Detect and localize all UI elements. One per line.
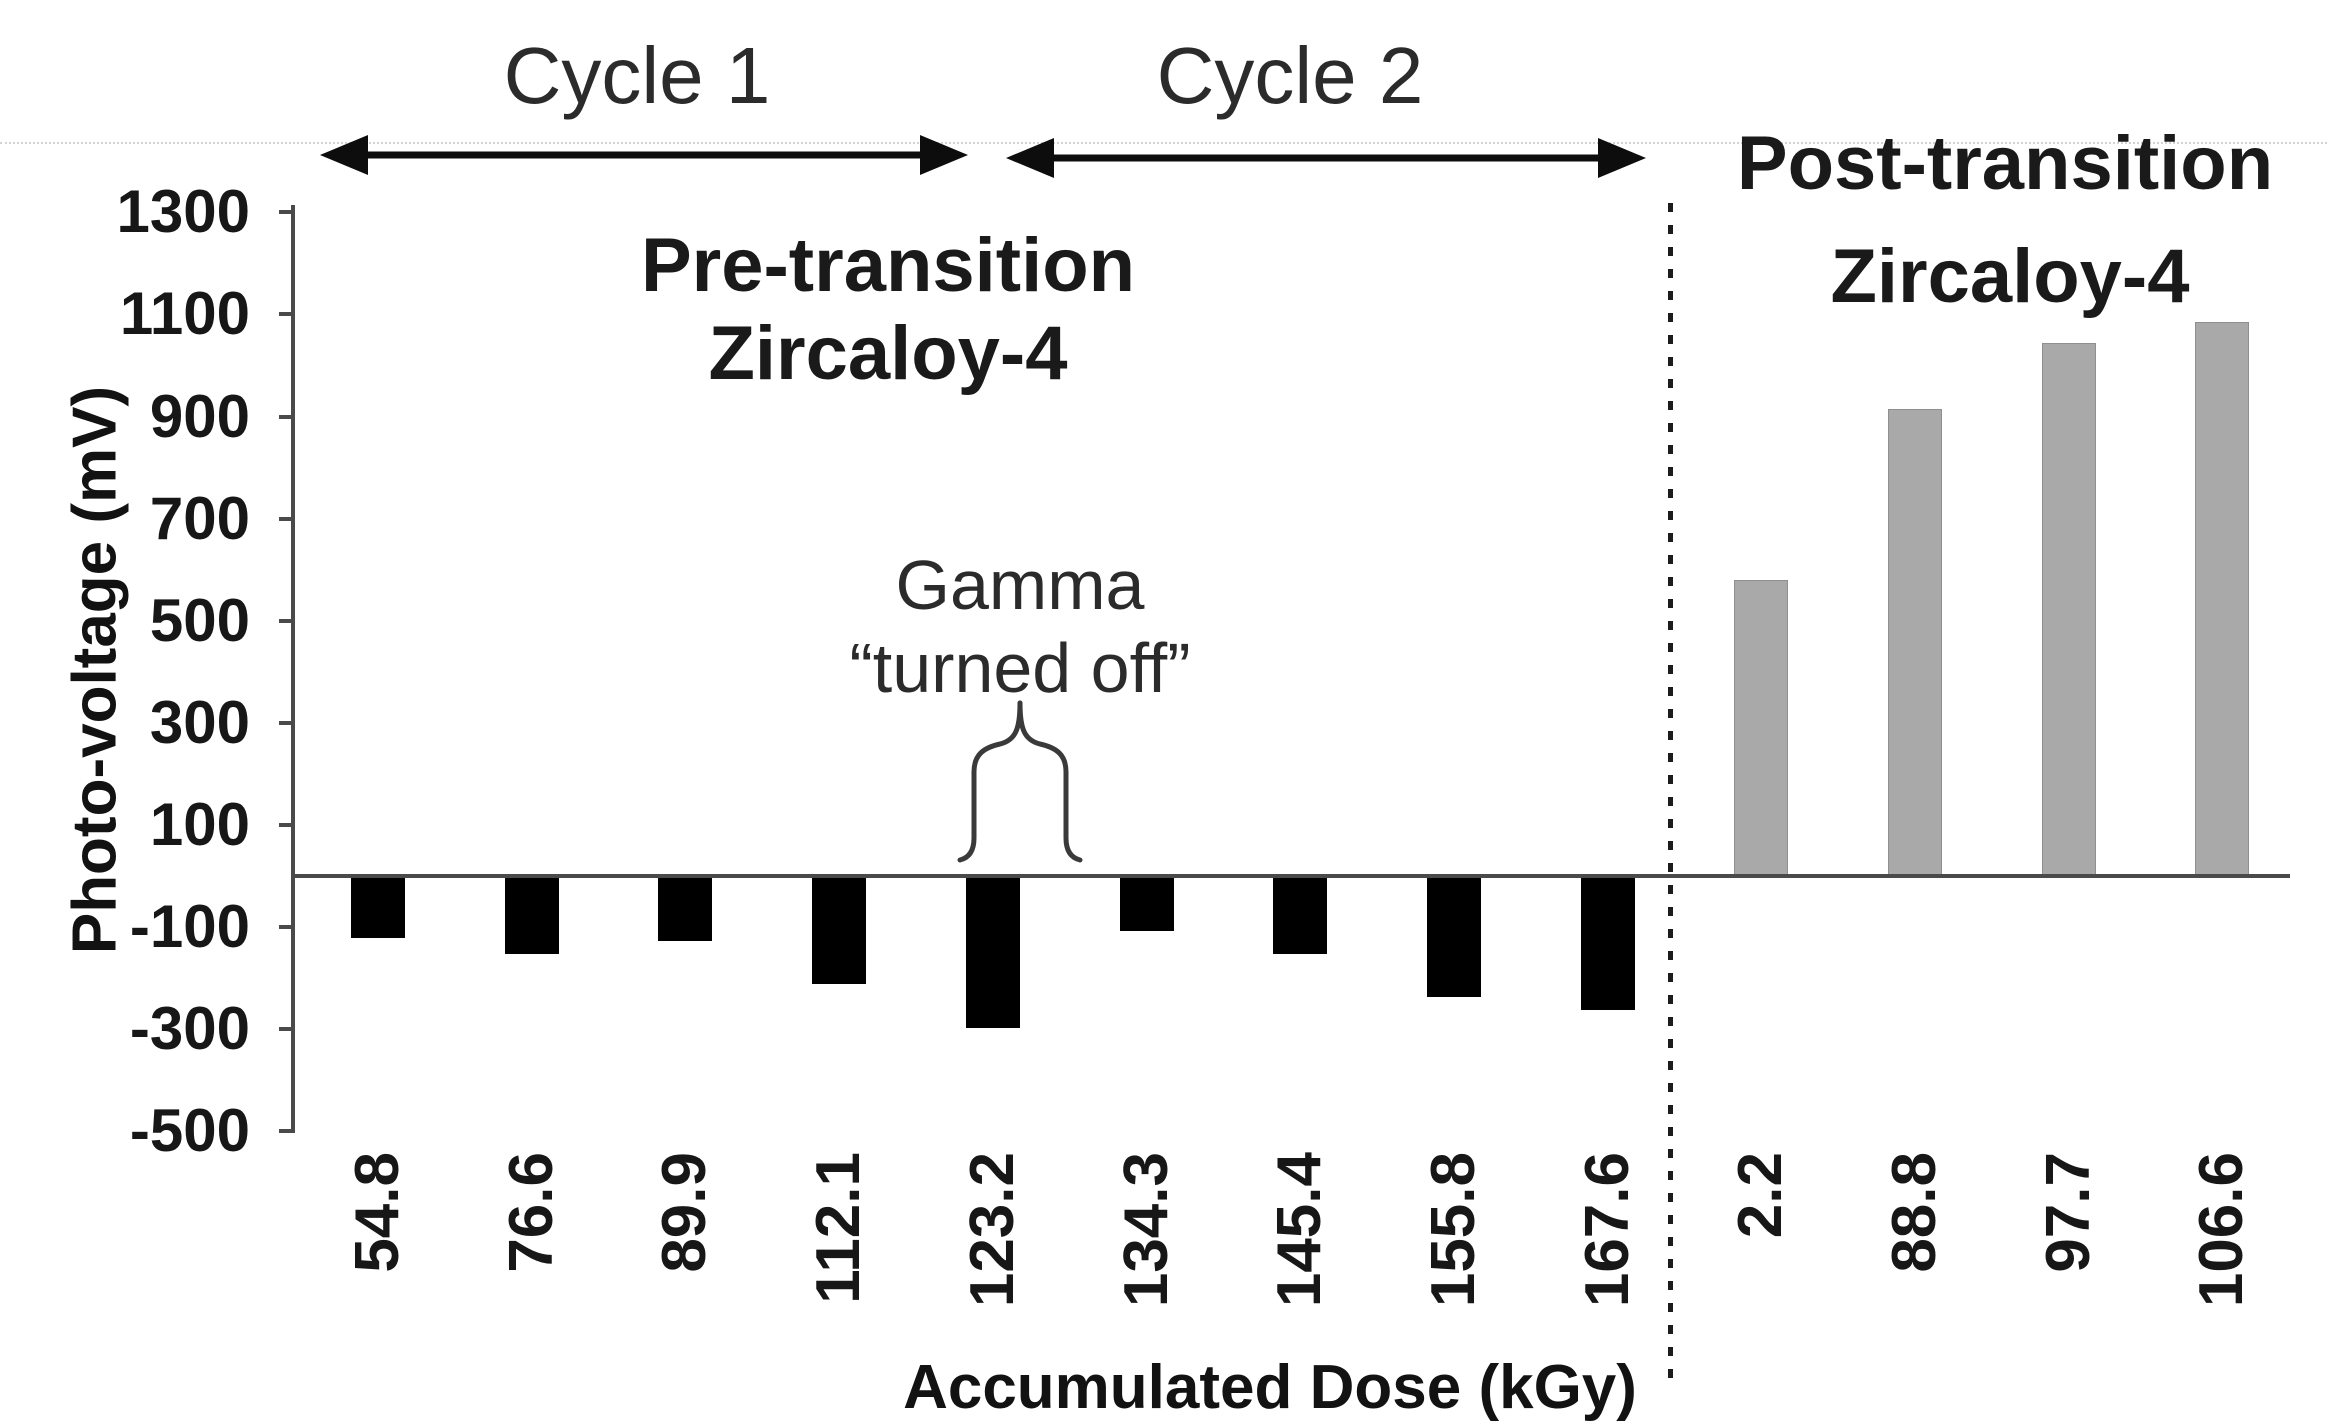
pre-transition-bar bbox=[1580, 877, 1635, 1010]
pre-post-dashed-separator bbox=[1668, 203, 1673, 1388]
y-tick-mark bbox=[279, 720, 294, 725]
y-tick-label: -100 bbox=[129, 893, 250, 961]
y-tick-mark bbox=[279, 312, 294, 317]
pre-transition-bar bbox=[351, 877, 405, 939]
y-tick-label: -500 bbox=[129, 1097, 250, 1165]
x-tick-label: 89.9 bbox=[650, 1152, 720, 1273]
y-tick-label: 1100 bbox=[119, 280, 250, 348]
y-tick-mark bbox=[279, 414, 294, 419]
x-tick-label: 2.2 bbox=[1726, 1152, 1796, 1239]
pre-transition-bar bbox=[504, 877, 559, 954]
y-tick-label: 900 bbox=[149, 382, 250, 450]
y-tick-label: -300 bbox=[129, 995, 250, 1063]
pre-transition-bar bbox=[1119, 877, 1174, 931]
cycle1-range-arrow-icon bbox=[320, 135, 968, 175]
gamma-annotation-line1: Gamma bbox=[895, 546, 1145, 624]
y-axis-line bbox=[291, 205, 295, 1133]
y-tick-label: 700 bbox=[149, 484, 250, 552]
x-tick-label: 145.4 bbox=[1265, 1152, 1335, 1308]
y-axis-title: Photo-voltage (mV) bbox=[60, 385, 130, 955]
cycle1-label: Cycle 1 bbox=[503, 31, 771, 120]
x-tick-label: 88.8 bbox=[1880, 1152, 1949, 1273]
pre-transition-bar bbox=[965, 877, 1020, 1028]
gamma-annotation-line2: “turned off” bbox=[849, 629, 1191, 707]
x-tick-label: 106.6 bbox=[2187, 1152, 2257, 1308]
y-tick-label: 1300 bbox=[116, 178, 250, 246]
post-transition-bar bbox=[1888, 408, 1942, 876]
y-tick-mark bbox=[279, 1129, 294, 1134]
cycle2-label: Cycle 2 bbox=[1156, 31, 1424, 120]
post-transition-bar bbox=[1734, 579, 1789, 876]
pre-transition-bar bbox=[812, 877, 867, 985]
pre-transition-bar bbox=[1426, 877, 1481, 997]
y-tick-mark bbox=[279, 618, 294, 623]
y-tick-label: 500 bbox=[149, 586, 250, 654]
x-tick-label: 76.6 bbox=[496, 1152, 566, 1273]
pre-transition-title-line1: Pre-transition bbox=[640, 223, 1136, 308]
y-tick-label: 100 bbox=[149, 790, 250, 858]
x-tick-label: 123.2 bbox=[957, 1152, 1027, 1308]
post-transition-title-line1: Post-transition bbox=[1736, 121, 2274, 206]
gamma-brace-icon bbox=[957, 700, 1083, 863]
post-transition-bar bbox=[2041, 342, 2096, 876]
post-transition-title-line2: Zircaloy-4 bbox=[1830, 234, 2190, 319]
page-artifact-dotted-line bbox=[0, 142, 2327, 144]
x-axis-zero-line bbox=[293, 874, 2290, 878]
x-tick-label: 134.3 bbox=[1111, 1152, 1181, 1308]
y-tick-mark bbox=[279, 210, 294, 215]
y-tick-mark bbox=[279, 516, 294, 521]
y-tick-label: 300 bbox=[149, 688, 250, 756]
x-tick-label: 97.7 bbox=[2033, 1152, 2103, 1273]
cycle2-range-arrow-icon bbox=[1006, 138, 1646, 178]
x-tick-label: 155.8 bbox=[1418, 1152, 1488, 1308]
x-tick-label: 54.8 bbox=[343, 1152, 412, 1273]
x-tick-label: 167.6 bbox=[1572, 1152, 1642, 1308]
x-tick-label: 112.1 bbox=[804, 1152, 874, 1304]
pre-transition-bar bbox=[658, 877, 713, 941]
y-tick-mark bbox=[279, 822, 294, 827]
y-tick-mark bbox=[279, 1027, 294, 1032]
pre-transition-title-line2: Zircaloy-4 bbox=[708, 311, 1068, 396]
x-axis-title: Accumulated Dose (kGy) bbox=[903, 1353, 1637, 1421]
pre-transition-bar bbox=[1273, 877, 1328, 954]
post-transition-bar bbox=[2195, 322, 2250, 876]
y-tick-mark bbox=[279, 925, 294, 930]
